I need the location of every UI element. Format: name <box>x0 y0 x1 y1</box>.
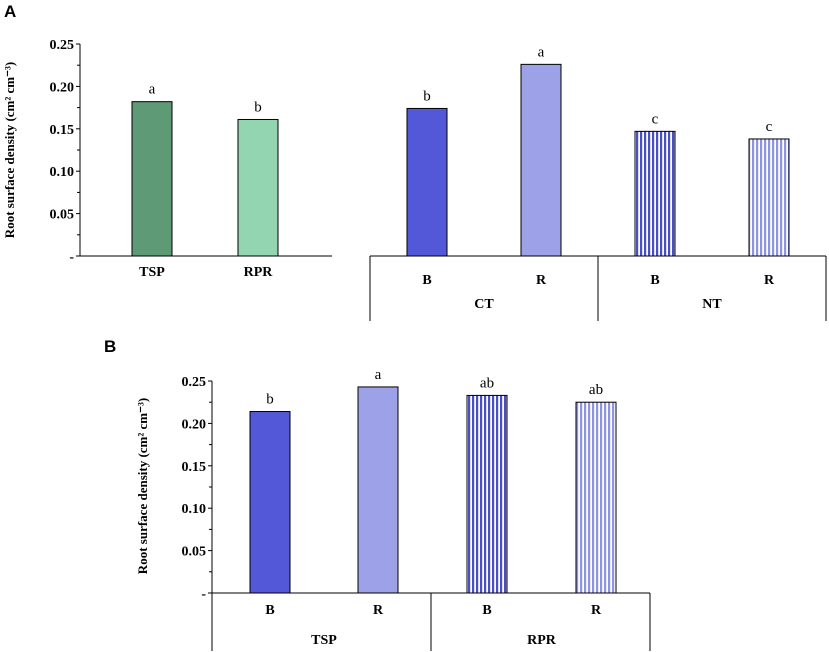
significance-letters: b a ab ab <box>266 367 603 408</box>
y-tick-label: 0.15 <box>182 460 207 475</box>
y-tick-label: 0.10 <box>50 165 75 180</box>
group-label-rpr: RPR <box>527 633 557 648</box>
y-tick-label: 0.25 <box>50 38 75 53</box>
panel-label-b: B <box>104 337 116 356</box>
significance-letter: c <box>652 111 659 127</box>
y-tick-label: 0.20 <box>182 417 207 432</box>
bars <box>249 386 617 594</box>
bar-r-3 <box>748 138 790 257</box>
y-tick-label: - <box>69 250 74 265</box>
y-axis-label: Root surface density (cm² cm⁻³) <box>135 398 150 574</box>
chart-panel-a-left: Root surface density (cm² cm⁻³) - 0.05 0.1… <box>2 38 332 280</box>
category-label: TSP <box>139 265 165 280</box>
bars <box>131 101 279 257</box>
bar-b-2 <box>466 394 508 594</box>
panel-label-a: A <box>4 2 16 21</box>
bar-tsp-0 <box>131 101 173 257</box>
bar-b-0 <box>406 107 448 257</box>
significance-letter: ab <box>589 382 603 398</box>
bar-b-0 <box>249 411 291 594</box>
y-tick-label: 0.05 <box>182 545 207 560</box>
y-tick-labels: - 0.05 0.10 0.15 0.20 0.25 <box>182 375 212 602</box>
y-tick-label: 0.05 <box>50 208 75 223</box>
category-label: R <box>373 603 384 618</box>
category-label: B <box>265 603 274 618</box>
significance-letter: b <box>254 99 262 115</box>
category-label: RPR <box>244 265 274 280</box>
significance-letter: a <box>375 367 382 383</box>
significance-letter: a <box>538 44 545 60</box>
y-tick-label: 0.20 <box>50 80 75 95</box>
group-label-tsp: TSP <box>311 633 337 648</box>
significance-letter: c <box>766 119 773 135</box>
bar-r-3 <box>575 401 617 594</box>
significance-letter: b <box>266 392 274 408</box>
y-tick-labels: - 0.05 0.10 0.15 0.20 0.25 <box>50 38 80 265</box>
category-label: R <box>536 273 547 288</box>
y-tick-label: 0.15 <box>50 123 75 138</box>
category-label: R <box>591 603 602 618</box>
bar-b-2 <box>634 130 676 257</box>
group-label-ct: CT <box>474 297 494 312</box>
bar-r-1 <box>520 63 562 257</box>
category-label: B <box>482 603 491 618</box>
chart-panel-b: Root surface density (cm² cm⁻³) - 0.05 0.1… <box>135 367 651 651</box>
y-tick-label: 0.25 <box>182 375 207 390</box>
category-label: B <box>422 273 431 288</box>
group-label-nt: NT <box>702 297 722 312</box>
bar-r-1 <box>357 386 399 594</box>
significance-letter: a <box>149 82 156 98</box>
significance-letters: b a c c <box>423 44 772 135</box>
y-tick-label: 0.10 <box>182 502 207 517</box>
category-labels: TSP RPR <box>139 265 273 280</box>
significance-letter: b <box>423 88 431 104</box>
category-label: R <box>764 273 775 288</box>
significance-letters: ab <box>149 82 262 116</box>
group-labels: TSP RPR <box>311 633 557 648</box>
category-label: B <box>650 273 659 288</box>
bars <box>406 63 790 257</box>
group-labels: CT NT <box>474 297 722 312</box>
y-tick-label: - <box>201 587 206 602</box>
bar-rpr-1 <box>237 118 279 257</box>
significance-letter: ab <box>480 375 494 391</box>
y-axis-label: Root surface density (cm² cm⁻³) <box>2 62 17 238</box>
chart-panel-a-right: b a c c B R B R CT NT <box>369 44 827 321</box>
